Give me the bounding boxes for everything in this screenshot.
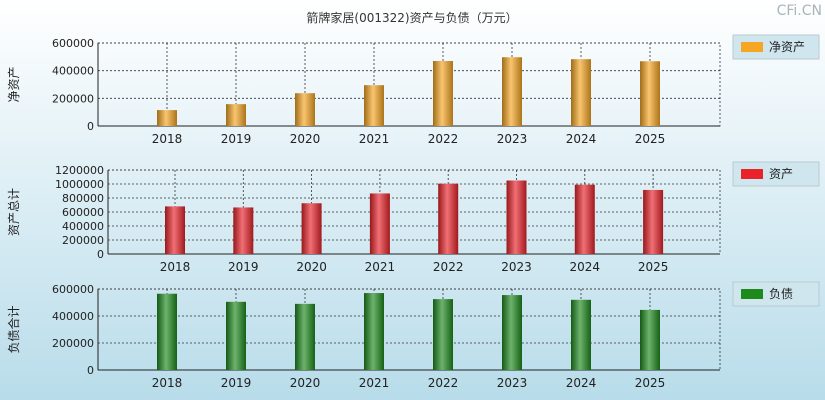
x-tick-label: 2023	[497, 376, 528, 390]
chart-panel-1: 0 200000 400000 600000 2018 2019 2020 2021 2022 2…	[7, 34, 820, 146]
bar-2025	[640, 309, 660, 370]
y-tick-label: 1000000	[55, 178, 104, 191]
bar-2024	[574, 184, 595, 254]
bar-2019	[226, 301, 246, 370]
bar-2018	[157, 293, 177, 370]
plot-area	[98, 43, 720, 126]
y-tick-label: 600000	[52, 283, 94, 296]
bar-2022	[433, 60, 453, 126]
bar-2024	[571, 59, 591, 127]
y-tick-label: 0	[87, 120, 94, 133]
y-tick-label: 600000	[52, 37, 94, 50]
x-tick-label: 2022	[428, 376, 459, 390]
x-tick-label: 2025	[638, 260, 669, 274]
bar-2021	[364, 293, 384, 370]
x-tick-label: 2020	[296, 260, 327, 274]
legend-swatch	[741, 42, 763, 52]
y-axis-label: 负债合计	[6, 305, 21, 353]
x-tick-label: 2022	[428, 132, 459, 146]
x-tick-label: 2024	[570, 260, 601, 274]
y-tick-label: 400000	[52, 65, 94, 78]
bar-2021	[369, 193, 390, 254]
x-tick-label: 2019	[228, 260, 259, 274]
bar-2024	[571, 299, 591, 370]
chart-title: 箭牌家居(001322)资产与负债（万元）	[306, 10, 517, 25]
chart-panel-3: 0 200000 400000 600000 2018 2019 2020 2021 2022 2…	[6, 281, 820, 390]
bar-2022	[433, 299, 453, 370]
y-tick-label: 400000	[62, 220, 104, 233]
bar-2022	[438, 183, 459, 254]
y-axis-label: 净资产	[7, 66, 21, 102]
y-axis-label: 资产总计	[7, 188, 21, 236]
y-tick-label: 200000	[52, 92, 94, 105]
bar-2020	[301, 203, 322, 254]
y-tick-label: 600000	[62, 206, 104, 219]
y-tick-label: 0	[87, 364, 94, 377]
bar-2025	[640, 61, 660, 127]
bar-2018	[165, 206, 185, 254]
bar-2021	[364, 85, 384, 126]
y-tick-label: 200000	[52, 337, 94, 350]
x-tick-label: 2019	[221, 376, 252, 390]
x-tick-label: 2020	[290, 376, 321, 390]
legend-swatch	[741, 289, 763, 299]
x-tick-label: 2019	[221, 132, 252, 146]
y-tick-label: 1200000	[55, 164, 104, 177]
x-tick-label: 2023	[501, 260, 532, 274]
x-tick-label: 2025	[635, 132, 666, 146]
bar-2019	[226, 104, 246, 126]
legend-box	[732, 161, 820, 187]
x-tick-label: 2018	[152, 132, 183, 146]
bar-2025	[643, 189, 664, 254]
legend-swatch	[741, 169, 763, 179]
x-tick-label: 2021	[359, 376, 390, 390]
bar-2020	[295, 303, 315, 370]
bar-2019	[233, 207, 254, 254]
legend-label: 负债	[769, 287, 793, 301]
y-tick-label: 200000	[62, 234, 104, 247]
bar-2020	[295, 93, 315, 126]
watermark: CFi.CN	[777, 3, 822, 19]
x-tick-label: 2024	[566, 376, 597, 390]
y-tick-label: 800000	[62, 192, 104, 205]
bar-2018	[157, 110, 177, 126]
y-tick-label: 0	[97, 248, 104, 261]
x-tick-label: 2018	[160, 260, 191, 274]
bar-2023	[502, 295, 522, 370]
x-tick-label: 2025	[635, 376, 666, 390]
legend-label: 净资产	[769, 40, 805, 54]
x-tick-label: 2024	[566, 132, 597, 146]
x-tick-label: 2022	[433, 260, 464, 274]
legend-label: 资产	[769, 167, 793, 181]
bar-2023	[506, 180, 527, 254]
x-tick-label: 2023	[497, 132, 528, 146]
x-tick-label: 2021	[365, 260, 396, 274]
x-tick-label: 2018	[152, 376, 183, 390]
plot-area	[98, 289, 720, 370]
y-tick-label: 400000	[52, 310, 94, 323]
bar-2023	[502, 57, 522, 126]
x-tick-label: 2021	[359, 132, 390, 146]
x-tick-label: 2020	[290, 132, 321, 146]
